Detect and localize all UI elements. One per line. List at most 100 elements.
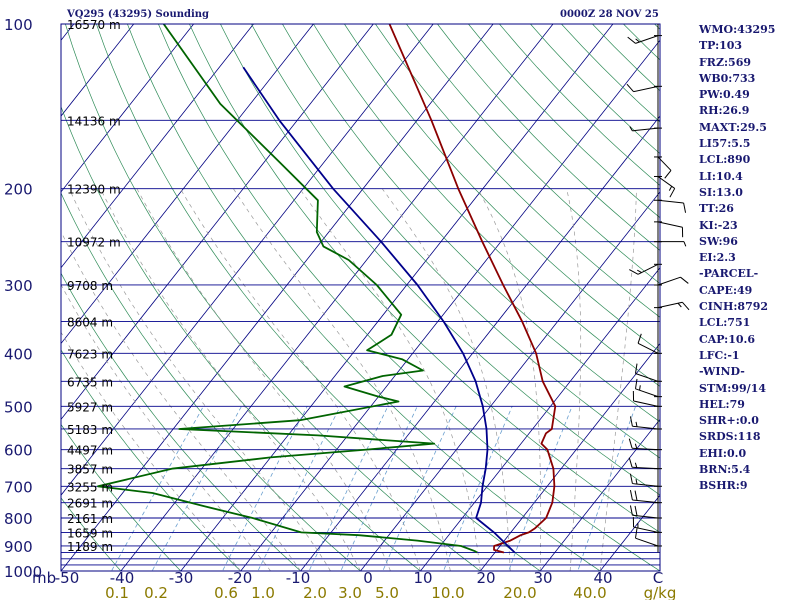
index-line: WMO:43295 <box>699 23 776 36</box>
wind-barb <box>629 263 662 275</box>
mixing-ratio-line <box>382 406 457 571</box>
stability-indices-panel: WMO:43295 TP:103 FRZ:569 WB0:733 PW:0.49 RH:2… <box>699 22 799 495</box>
moist-adiabat-line <box>68 188 331 571</box>
moist-adiabat-line <box>233 188 451 571</box>
dry-adiabat-line <box>61 272 302 571</box>
wind-barb <box>654 156 672 179</box>
wind-barb <box>654 276 689 286</box>
index-line: HEL:79 <box>699 397 745 411</box>
index-line: SRDS:118 <box>699 430 761 444</box>
index-line: FRZ:569 <box>699 55 752 69</box>
mixing-ratio-tick-label: 40.0 <box>573 584 606 600</box>
wind-barb <box>627 35 662 44</box>
pressure-tick-label: 600 <box>4 442 33 460</box>
mixing-ratio-line <box>577 406 636 571</box>
wind-barb <box>634 363 662 382</box>
pressure-tick-label: 500 <box>4 398 33 416</box>
mixing-ratio-tick-label: 5.0 <box>375 584 399 600</box>
parcel-profile <box>242 66 516 554</box>
temperature-tick-label: -30 <box>169 569 194 587</box>
wind-barb <box>629 126 662 132</box>
mixing-ratio-tick-label: 0.6 <box>214 584 238 600</box>
mixing-ratio-line <box>111 406 204 571</box>
height-label: 16570 m <box>67 18 121 32</box>
wind-barb <box>629 473 662 487</box>
mixing-ratio-line <box>508 406 573 571</box>
mixing-ratio-tick-label: 2.0 <box>303 584 327 600</box>
temperature-tick-label: 40 <box>593 569 612 587</box>
index-line: EI:2.3 <box>699 251 736 265</box>
wind-barb <box>654 175 676 198</box>
wind-barb <box>629 505 662 519</box>
height-label: 14136 m <box>67 114 121 128</box>
mixing-ratio-tick-label: 20.0 <box>503 584 536 600</box>
mixing-ratio-unit-label: g/kg <box>644 584 677 600</box>
dry-adiabat-line <box>61 423 182 571</box>
mixing-ratio-tick-label: 3.0 <box>338 584 362 600</box>
pressure-tick-label: 300 <box>4 277 33 295</box>
isotherm-line <box>479 342 660 571</box>
wind-barb <box>628 457 662 470</box>
index-line: LI57:5.5 <box>699 137 751 151</box>
wind-barb <box>654 199 687 213</box>
wind-barb <box>637 333 662 354</box>
temperature-profile <box>388 24 557 554</box>
index-line: -PARCEL- <box>699 267 759 281</box>
index-line: KI:-23 <box>699 218 738 232</box>
dry-adiabat-line <box>61 349 242 571</box>
index-line: TT:26 <box>699 202 734 216</box>
mixing-ratio-line <box>308 406 389 571</box>
pressure-tick-label: 900 <box>4 538 33 556</box>
isotherm-line <box>539 418 660 571</box>
sounding-datetime: 0000Z 28 NOV 25 <box>560 9 659 20</box>
index-line: STM:99/14 <box>699 381 766 395</box>
pressure-tick-label: 400 <box>4 345 33 363</box>
height-label: 5927 m <box>67 400 113 414</box>
isotherm-line <box>61 24 434 496</box>
mixing-ratio-tick-label: 0.1 <box>105 584 129 600</box>
pressure-tick-label: 1000 <box>4 563 42 581</box>
plot-frame <box>60 23 661 572</box>
isotherm-line <box>61 24 255 269</box>
wind-barb <box>634 378 662 398</box>
pressure-tick-label: 800 <box>4 510 33 528</box>
moist-adiabat-line <box>61 283 271 571</box>
height-label: 1659 m <box>67 526 113 540</box>
wind-barb <box>632 517 662 533</box>
index-line: SHR+:0.0 <box>699 414 759 428</box>
temperature-tick-label: 20 <box>476 569 495 587</box>
isotherm-line <box>359 191 660 571</box>
index-line: LI:10.4 <box>699 169 743 183</box>
height-label: 3857 m <box>67 463 113 477</box>
moist-adiabat-line <box>180 188 421 571</box>
mixing-ratio-tick-label: 0.2 <box>144 584 168 600</box>
index-line: MAXT:29.5 <box>699 120 767 134</box>
isotherm-line <box>419 267 660 571</box>
temperature-unit-label: C <box>653 569 663 587</box>
index-line: CINH:8792 <box>699 300 769 314</box>
pressure-tick-label: 100 <box>4 16 33 34</box>
height-label: 1189 m <box>67 540 113 554</box>
temperature-tick-label: -40 <box>110 569 135 587</box>
mixing-ratio-tick-label: 10.0 <box>431 584 464 600</box>
index-line: CAPE:49 <box>699 283 753 297</box>
index-line: LCL:890 <box>699 153 751 167</box>
mixing-ratio-tick-label: 1.0 <box>251 584 275 600</box>
index-line: WB0:733 <box>699 71 756 85</box>
height-label: 5183 m <box>67 423 113 437</box>
isotherm-line <box>61 24 374 420</box>
height-label: 12390 m <box>67 183 121 197</box>
index-line: BSHR:9 <box>699 479 748 493</box>
isotherm-line <box>61 24 135 117</box>
index-line: SW:96 <box>699 234 738 248</box>
wind-barb <box>629 490 662 504</box>
wind-barb <box>654 221 684 238</box>
isotherm-line <box>61 24 195 193</box>
height-label: 8604 m <box>67 316 113 330</box>
height-label: 4497 m <box>67 444 113 458</box>
wind-barb <box>654 241 687 247</box>
index-line: EHI:0.0 <box>699 446 747 460</box>
pressure-tick-label: 700 <box>4 478 33 496</box>
isotherm-line <box>120 24 554 571</box>
pressure-tick-label: 200 <box>4 181 33 199</box>
